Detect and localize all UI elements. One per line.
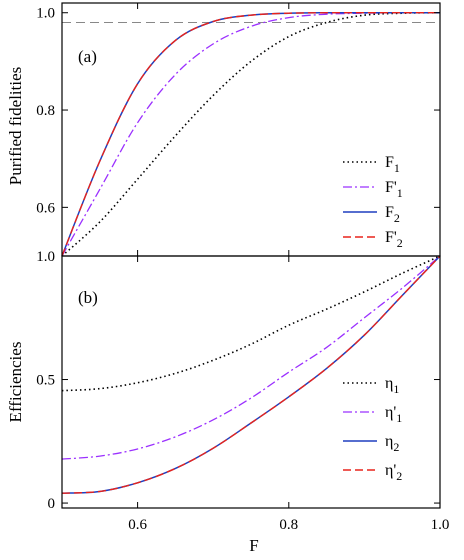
legend-prime: ' [394, 179, 397, 196]
x-tick-label: 1.0 [431, 517, 450, 533]
series-line-4 [61, 255, 441, 494]
legend-label: F2 [385, 204, 400, 225]
series-line-3 [61, 255, 441, 494]
plot-frame [61, 255, 441, 509]
series-line-1 [61, 11, 441, 257]
x-tick-label: 0.8 [279, 517, 298, 533]
legend-symbol: η [385, 433, 393, 450]
legend-symbol: F [385, 179, 394, 196]
y-axis-label: Efficiencies [6, 342, 25, 423]
series-line-4 [61, 11, 440, 257]
legend-label: F'1 [385, 179, 403, 200]
legend-subscript: 1 [393, 382, 399, 396]
x-tick-label: 0.6 [128, 517, 147, 533]
legend-label: η1 [385, 375, 399, 396]
legend-symbol: η [385, 375, 393, 392]
legend-label: F'2 [385, 229, 403, 250]
y-tick-label: 0.5 [36, 373, 55, 389]
series-line-2 [61, 12, 441, 257]
legend-subscript: 1 [396, 411, 402, 425]
x-axis-label: F [249, 536, 258, 555]
series-line-1 [61, 255, 441, 392]
legend-symbol: F [385, 154, 394, 171]
legend-label: η'2 [385, 462, 402, 483]
legend-label: F1 [385, 154, 400, 175]
legend-subscript: 2 [394, 211, 400, 225]
legend-subscript: 2 [393, 440, 399, 454]
series-line-2 [61, 255, 441, 460]
panel-a: 0.60.81.0(a)Purified fidelities F1F'1F2F'… [6, 2, 441, 257]
legend-prime: ' [393, 462, 396, 479]
panel-b: 0.6 0.8 1.000.51.0(b)EfficienciesFη1η'1η2η… [6, 249, 449, 555]
series-line-3 [61, 11, 440, 257]
legend-prime: ' [394, 229, 397, 246]
legend-symbol: η [385, 404, 393, 421]
y-tick-label: 1.0 [36, 249, 55, 265]
legend-label: η'1 [385, 404, 402, 425]
panel-label: (a) [78, 47, 97, 66]
legend-symbol: F [385, 204, 394, 221]
y-axis-label: Purified fidelities [6, 67, 25, 186]
y-tick-label: 0 [48, 496, 56, 512]
y-tick-label: 0.8 [36, 103, 55, 119]
legend-subscript: 2 [397, 236, 403, 250]
plot-frame [61, 2, 441, 257]
legend-symbol: η [385, 462, 393, 479]
legend-prime: ' [393, 404, 396, 421]
legend-subscript: 1 [397, 186, 403, 200]
legend-subscript: 2 [396, 469, 402, 483]
legend-subscript: 1 [394, 161, 400, 175]
y-tick-label: 1.0 [36, 6, 55, 22]
legend-symbol: F [385, 229, 394, 246]
legend-label: η2 [385, 433, 399, 454]
panel-label: (b) [78, 288, 98, 307]
y-tick-label: 0.6 [36, 200, 55, 216]
